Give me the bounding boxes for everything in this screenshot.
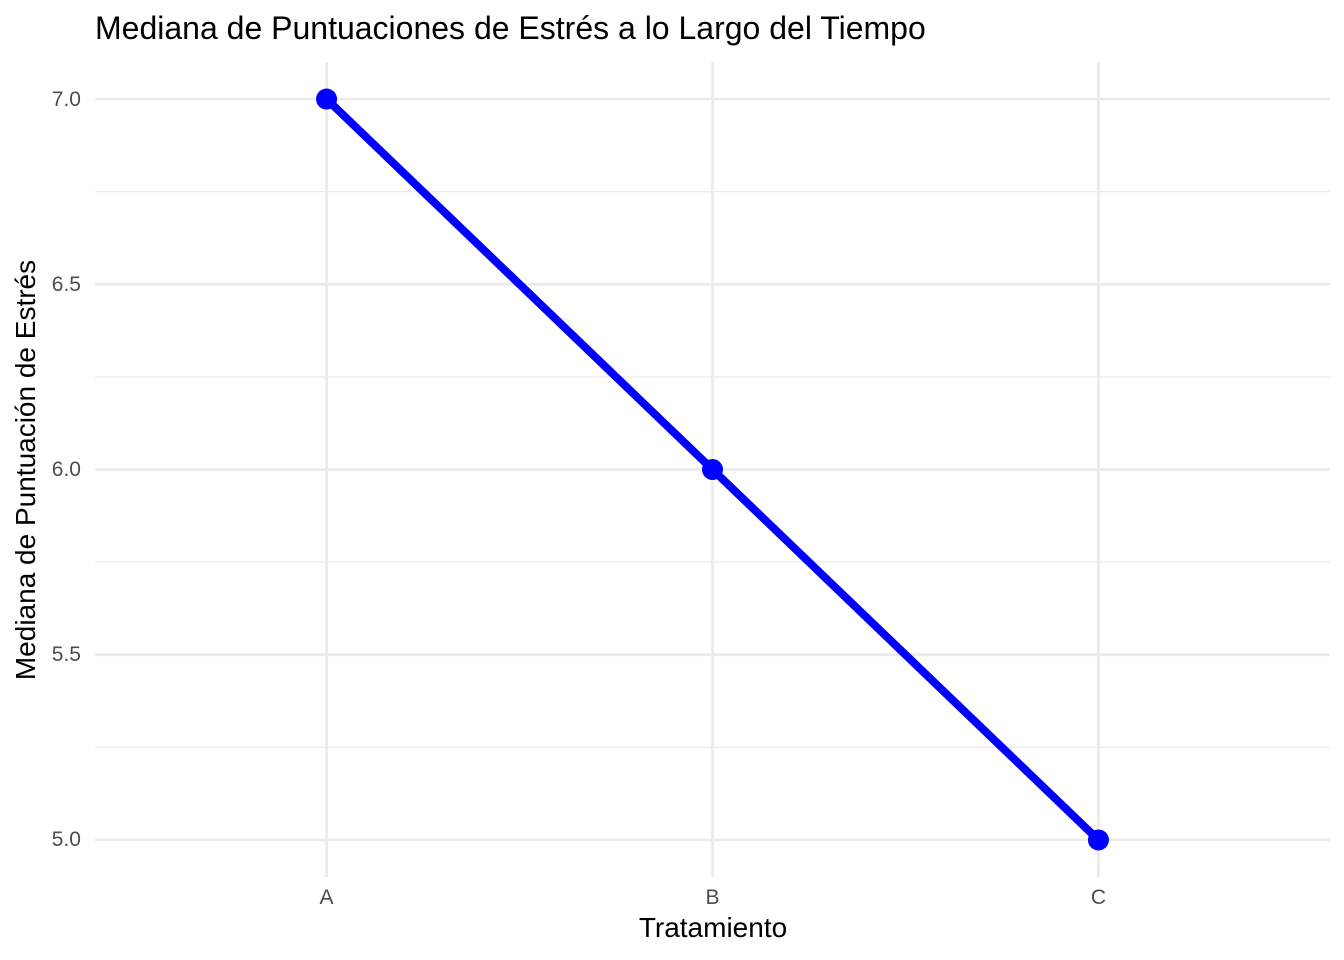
chart-title: Mediana de Puntuaciones de Estrés a lo L… xyxy=(95,10,926,46)
y-tick-label: 6.5 xyxy=(51,272,81,296)
y-tick-label: 7.0 xyxy=(51,87,81,111)
y-tick-label: 5.0 xyxy=(51,828,81,852)
data-point xyxy=(1087,829,1109,851)
data-point xyxy=(316,88,338,110)
x-axis-title: Tratamiento xyxy=(638,912,788,943)
y-tick-label: 6.0 xyxy=(51,458,81,481)
data-point xyxy=(702,459,723,480)
x-tick-label: A xyxy=(319,886,334,909)
y-tick-label: 5.5 xyxy=(51,643,81,667)
x-tick-label: B xyxy=(705,886,720,909)
x-tick-label: C xyxy=(1090,886,1107,909)
